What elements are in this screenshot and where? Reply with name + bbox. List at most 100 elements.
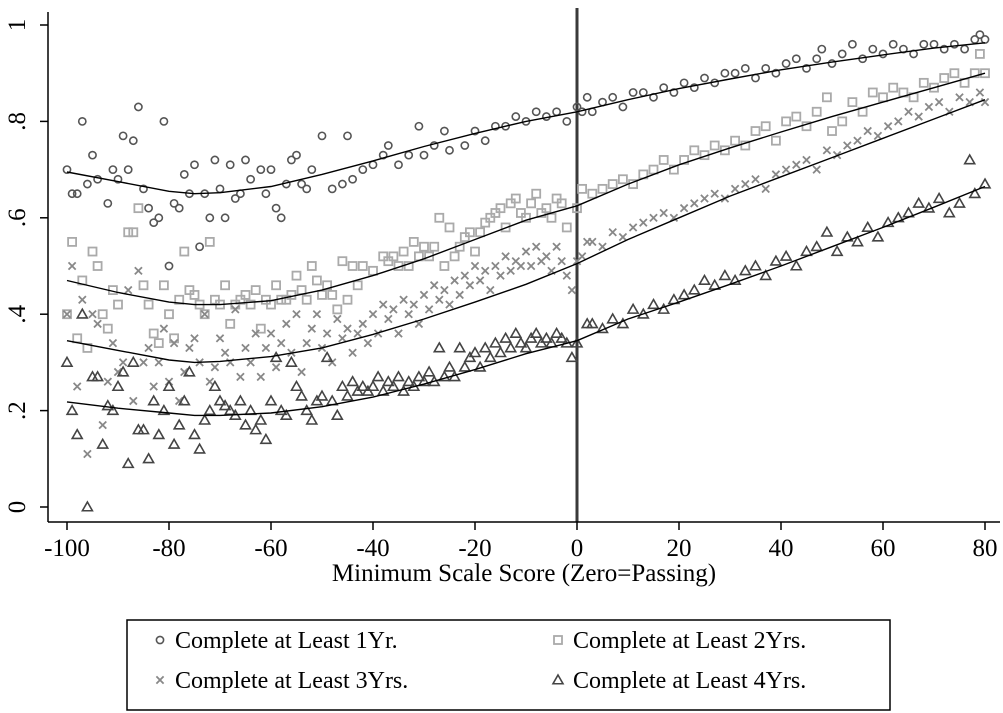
data-point [210,362,220,372]
data-point [394,329,403,338]
data-point [730,135,740,146]
data-point [336,379,349,392]
data-point [116,365,130,377]
data-point [397,384,410,396]
data-point [78,295,87,304]
data-point [598,242,607,251]
data-point [562,271,572,280]
data-point [749,259,762,271]
data-point [128,227,139,238]
data-point [555,331,569,343]
data-point [302,338,311,348]
data-point [189,290,200,300]
data-point [404,309,413,319]
data-point [585,317,599,329]
data-point [470,126,480,136]
data-point [295,389,308,401]
data-point [205,377,215,386]
data-point [939,73,950,83]
data-point [394,160,403,170]
data-point [419,241,429,252]
data-point [542,252,551,261]
data-point [929,39,939,49]
data-point [381,375,395,387]
data-point [516,261,526,271]
data-point [162,379,176,392]
data-point [98,420,107,430]
data-point [540,331,553,343]
data-point [292,150,301,160]
fit-line-series-1-right [576,42,986,113]
legend-label: Complete at Least 4Yrs. [573,668,806,694]
data-point [934,97,944,107]
data-point [500,222,511,233]
data-point [861,220,875,232]
data-point [827,59,837,68]
data-point [378,300,388,309]
data-point [445,145,454,155]
data-point [480,136,490,146]
fit-line-series-1-left [66,111,578,195]
data-point [888,39,898,49]
data-point [118,358,128,367]
data-point [429,241,440,252]
data-point [478,341,492,353]
data-point [343,324,352,333]
data-point [960,44,969,54]
data-point [255,323,266,334]
legend-item: Complete at Least 4Yrs. [551,668,806,694]
data-point [271,362,281,372]
data-point [164,261,174,271]
y-axis: 0 .2 .4 .6 .8 1 [4,12,49,522]
data-point [123,285,133,295]
data-point [246,358,255,367]
data-point [912,196,926,208]
data-point [236,372,245,382]
data-point [760,121,771,132]
legend-item: Complete at Least 2Yrs. [553,628,806,654]
data-point [193,442,206,454]
data-point [557,256,566,266]
data-point [402,375,416,387]
data-point [980,35,990,44]
data-point [608,228,617,237]
data-point [878,92,888,103]
data-point [195,242,204,252]
legend-label: Complete at Least 2Yrs. [573,628,806,654]
data-point [83,179,92,189]
data-point [847,97,858,108]
x-tick-label: 60 [871,535,896,562]
data-point [843,141,852,150]
data-point [101,399,115,411]
data-point [311,275,322,286]
data-point [453,341,467,353]
data-point [279,408,293,420]
data-point [352,280,363,291]
data-point [812,165,821,174]
data-point [883,121,893,131]
data-point [475,227,486,238]
data-point [307,324,317,333]
data-point [215,334,225,343]
data-point [761,184,770,194]
fit-line-series-3-right [576,99,986,265]
data-point [333,314,342,324]
data-point [62,309,72,320]
data-point [249,423,263,435]
data-point [240,290,251,300]
data-point [771,170,781,179]
data-point [618,232,628,242]
data-point [781,116,791,127]
data-point [190,160,199,170]
data-point [873,131,883,141]
data-point [626,302,640,314]
data-point [118,131,128,141]
data-point [126,355,140,367]
data-point [771,68,781,78]
data-point [62,165,72,174]
data-point [689,145,700,156]
data-point [134,266,143,276]
data-point [939,44,949,54]
data-point [139,184,148,194]
data-point [356,379,370,392]
